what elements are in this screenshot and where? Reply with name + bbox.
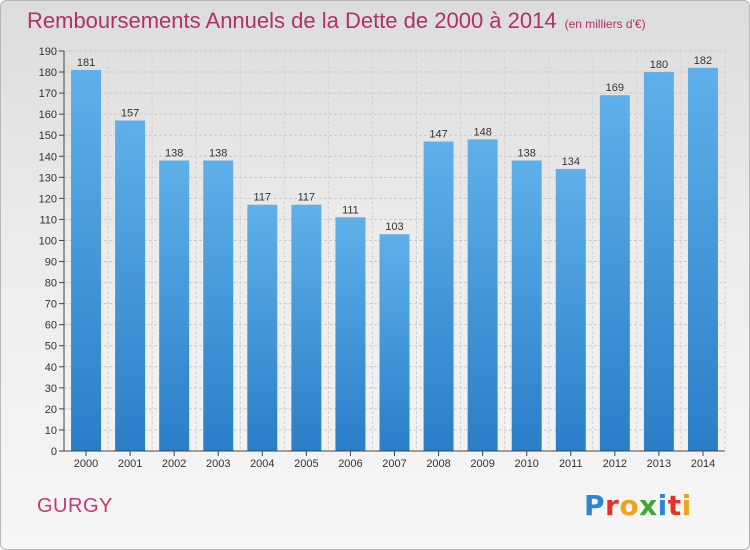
bar-value-label: 181 [77, 57, 95, 69]
bar [687, 67, 718, 451]
bar-value-label: 147 [429, 129, 447, 141]
bar [159, 160, 190, 451]
chart-title: Remboursements Annuels de la Dette de 20… [27, 8, 557, 33]
bar [599, 95, 630, 452]
bar [511, 160, 542, 451]
y-tick-label: 40 [45, 362, 57, 374]
chart-title-block: Remboursements Annuels de la Dette de 20… [27, 8, 646, 34]
bar [467, 139, 498, 451]
bar-value-label: 157 [121, 107, 139, 119]
x-tick-label: 2003 [206, 458, 230, 470]
x-tick-label: 2000 [74, 458, 98, 470]
chart-unit: (en milliers d'€) [564, 17, 646, 31]
y-tick-label: 30 [45, 383, 57, 395]
commune-name: GURGY [37, 495, 113, 517]
logo-letter: P [584, 489, 606, 522]
logo-letter: i [657, 489, 668, 522]
x-tick-label: 2007 [382, 458, 406, 470]
bars: 181 157 138 138 117 117 111 103 147 148 138 134 169 1… [71, 55, 718, 452]
bar [423, 141, 454, 452]
y-tick-label: 80 [45, 278, 57, 290]
x-tick-label: 2012 [603, 458, 627, 470]
bar-value-label: 103 [385, 221, 403, 233]
bar [643, 72, 674, 451]
bar [247, 204, 278, 451]
y-tick-label: 170 [39, 88, 57, 100]
logo-letter: o [619, 489, 640, 522]
bar-value-label: 180 [650, 59, 668, 71]
bar-value-label: 134 [562, 156, 580, 168]
x-tick-label: 2008 [426, 458, 450, 470]
y-tick-label: 120 [39, 193, 57, 205]
axes: 0 10 20 30 40 50 60 70 80 90 100 110 120 130 140 150 160… [39, 46, 725, 470]
bar-value-label: 138 [165, 147, 183, 159]
logo-letter: x [639, 489, 658, 522]
y-tick-label: 10 [45, 425, 57, 437]
x-tick-label: 2001 [118, 458, 142, 470]
bar-value-label: 138 [518, 147, 536, 159]
bar [379, 234, 410, 451]
x-tick-label: 2002 [162, 458, 186, 470]
bar [335, 217, 366, 451]
logo-letter: i [681, 489, 692, 522]
logo-letter: r [605, 489, 620, 522]
y-tick-label: 130 [39, 172, 57, 184]
x-tick-label: 2005 [294, 458, 318, 470]
logo-letter: t [667, 489, 682, 522]
y-tick-label: 160 [39, 109, 57, 121]
bar-value-label: 117 [254, 192, 272, 204]
bar-value-label: 117 [298, 192, 316, 204]
bar-value-label: 182 [694, 55, 712, 67]
bar [203, 160, 234, 451]
y-tick-label: 150 [39, 130, 57, 142]
y-tick-label: 190 [39, 46, 57, 58]
x-tick-label: 2006 [338, 458, 362, 470]
proxiti-logo: Proxiti [584, 489, 692, 522]
x-tick-label: 2013 [647, 458, 671, 470]
bar-value-label: 148 [473, 126, 491, 138]
x-tick-label: 2010 [514, 458, 538, 470]
y-tick-label: 70 [45, 299, 57, 311]
bar [291, 204, 322, 451]
y-tick-label: 60 [45, 320, 57, 332]
bar-value-label: 169 [606, 82, 624, 94]
x-tick-label: 2014 [691, 458, 715, 470]
bar [555, 168, 586, 452]
y-tick-label: 20 [45, 404, 57, 416]
bar-value-label: 111 [342, 204, 359, 216]
y-tick-label: 90 [45, 257, 57, 269]
y-tick-label: 100 [39, 235, 57, 247]
bar [71, 69, 102, 452]
y-tick-label: 0 [51, 446, 57, 458]
y-tick-label: 50 [45, 341, 57, 353]
y-tick-label: 140 [39, 151, 57, 163]
x-tick-label: 2011 [559, 458, 583, 470]
bar-value-label: 138 [209, 147, 227, 159]
x-tick-label: 2009 [470, 458, 494, 470]
y-tick-label: 110 [39, 214, 57, 226]
y-tick-label: 180 [39, 67, 57, 79]
bar [115, 120, 146, 451]
x-tick-label: 2004 [250, 458, 274, 470]
